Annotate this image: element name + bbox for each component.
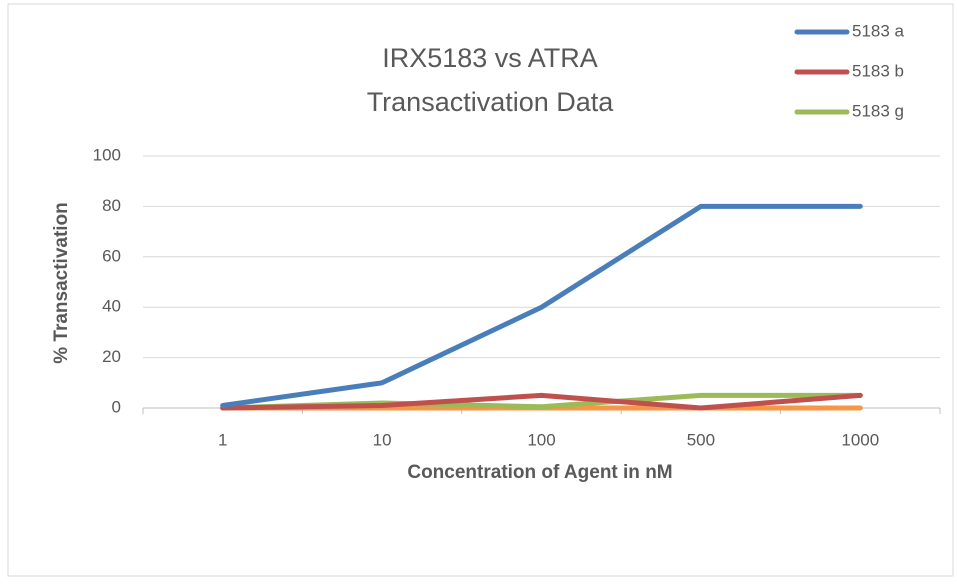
x-tick-label: 1	[218, 430, 227, 449]
series-line	[220, 203, 863, 408]
y-tick-label: 0	[112, 397, 121, 416]
legend-label: 5183 a	[852, 21, 905, 40]
legend-label: 5183 b	[852, 61, 904, 80]
chart-border	[7, 3, 954, 577]
y-axis-label: % Transactivation	[51, 202, 72, 364]
x-axis-label: Concentration of Agent in nM	[407, 462, 672, 483]
x-tick-label: 10	[373, 430, 392, 449]
y-tick-label: 60	[102, 246, 121, 265]
series-line	[220, 392, 863, 411]
x-tick-label: 500	[687, 430, 715, 449]
chart-title: Transactivation Data	[367, 87, 615, 117]
y-tick-label: 20	[102, 347, 121, 366]
x-tick-label: 1000	[841, 430, 879, 449]
chart-title: IRX5183 vs ATRA	[382, 43, 598, 73]
y-tick-label: 100	[93, 145, 121, 164]
y-tick-label: 80	[102, 196, 121, 215]
legend-label: 5183 g	[852, 101, 904, 120]
y-tick-label: 40	[102, 297, 121, 316]
x-tick-label: 100	[527, 430, 555, 449]
